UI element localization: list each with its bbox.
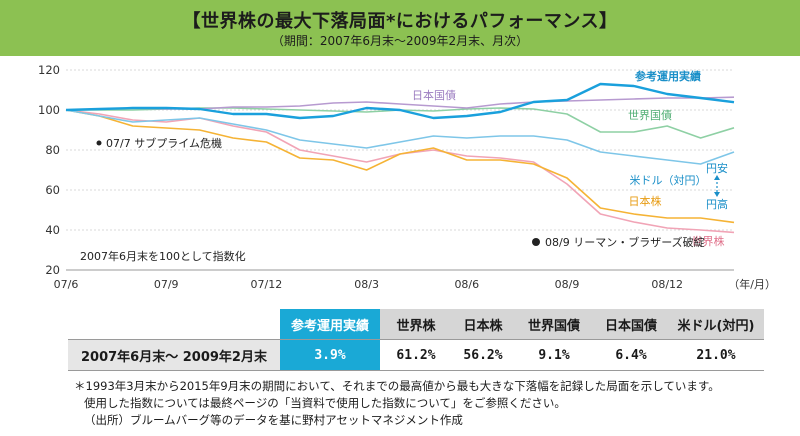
performance-table: 参考運用実績 世界株 日本株 世界国債 日本国債 米ドル(対円) 2007年6月… [68, 309, 764, 371]
x-tick-label: 08/6 [454, 278, 479, 291]
table-header-row: 参考運用実績 世界株 日本株 世界国債 日本国債 米ドル(対円) [68, 309, 764, 340]
period-cell: 2007年6月末～ 2009年2月末 [68, 339, 280, 371]
series-line [65, 82, 735, 120]
y-tick-label: 40 [45, 223, 60, 237]
arrow-up-icon [714, 175, 720, 180]
value-world-bond: 9.1% [514, 339, 594, 371]
y-tick-label: 60 [45, 183, 60, 197]
arrow-down-icon [714, 192, 720, 197]
x-tick-label: 08/3 [354, 278, 379, 291]
annotations: 07/7 サブプライム危機 08/9 リーマン・ブラザーズ破綻 2007年6月末… [80, 136, 728, 263]
series-label: 日本株 [629, 194, 662, 208]
lehman-annotation: 08/9 リーマン・ブラザーズ破綻 [545, 235, 705, 249]
header-reference-performance: 参考運用実績 [280, 309, 380, 340]
title-banner: 【世界株の最大下落局面*におけるパフォーマンス】 （期間：2007年6月末～20… [0, 0, 800, 56]
footnote-source: （出所）ブルームバーグ等のデータを基に野村アセットマネジメント作成 [84, 413, 463, 427]
line-chart: 20 40 60 80 100 120 07/6 07/9 07/12 08/3 08/6 08/9… [38, 63, 776, 291]
series-line [65, 109, 735, 224]
series-label: 米ドル（対円） [630, 173, 707, 187]
yen-strong-label: 円高 [706, 197, 728, 211]
x-tick-label: 08/12 [651, 278, 683, 291]
y-tick-label: 20 [45, 263, 60, 277]
y-tick-labels: 20 40 60 80 100 120 [38, 63, 60, 277]
value-world-equity: 61.2% [380, 339, 452, 371]
header-japan-bond: 日本国債 [594, 309, 668, 340]
series-lines [65, 82, 735, 234]
header-usd-jpy: 米ドル(対円) [668, 309, 764, 340]
value-usd-jpy: 21.0% [668, 339, 764, 371]
table-row: 2007年6月末～ 2009年2月末 3.9% 61.2% 56.2% 9.1%… [68, 339, 764, 371]
lehman-marker [532, 238, 540, 246]
footnote-index-reference: 使用した指数については最終ページの「当資料で使用した指数について」をご参照くださ… [84, 396, 566, 410]
x-tick-labels: 07/6 07/9 07/12 08/3 08/6 08/9 08/12 [54, 278, 683, 291]
subprime-marker [96, 140, 102, 146]
header-world-bond: 世界国債 [514, 309, 594, 340]
y-tick-label: 80 [45, 143, 60, 157]
x-tick-label: 07/9 [154, 278, 179, 291]
x-tick-label: 08/9 [555, 278, 580, 291]
x-tick-label: 07/12 [251, 278, 283, 291]
series-label: 世界国債 [628, 108, 672, 122]
y-tick-label: 100 [38, 103, 60, 117]
y-tick-label: 120 [38, 63, 60, 77]
chart-title: 【世界株の最大下落局面*におけるパフォーマンス】 [182, 11, 618, 32]
value-japan-equity: 56.2% [452, 339, 514, 371]
index-note: 2007年6月末を100として指数化 [80, 249, 246, 263]
series-label: 参考運用実績 [635, 69, 701, 83]
header-world-equity: 世界株 [380, 309, 452, 340]
table-corner-cell [68, 309, 280, 340]
header-japan-equity: 日本株 [452, 309, 514, 340]
value-reference-performance: 3.9% [280, 339, 380, 371]
series-line [65, 109, 735, 165]
series-label: 日本国債 [412, 88, 456, 102]
x-axis-unit-label: （年/月） [728, 277, 776, 291]
chart-subtitle: （期間：2007年6月末～2009年2月末、月次） [271, 34, 529, 48]
footnotes: ＊1993年3月末から2015年9月末の期間において、それまでの最高値から最も大… [74, 378, 720, 429]
yen-weak-label: 円安 [706, 161, 728, 175]
x-tick-label: 07/6 [54, 278, 79, 291]
value-japan-bond: 6.4% [594, 339, 668, 371]
series-label: 世界株 [692, 234, 725, 248]
subprime-annotation: 07/7 サブプライム危機 [106, 136, 222, 150]
footnote-definition: ＊1993年3月末から2015年9月末の期間において、それまでの最高値から最も大… [74, 379, 720, 393]
